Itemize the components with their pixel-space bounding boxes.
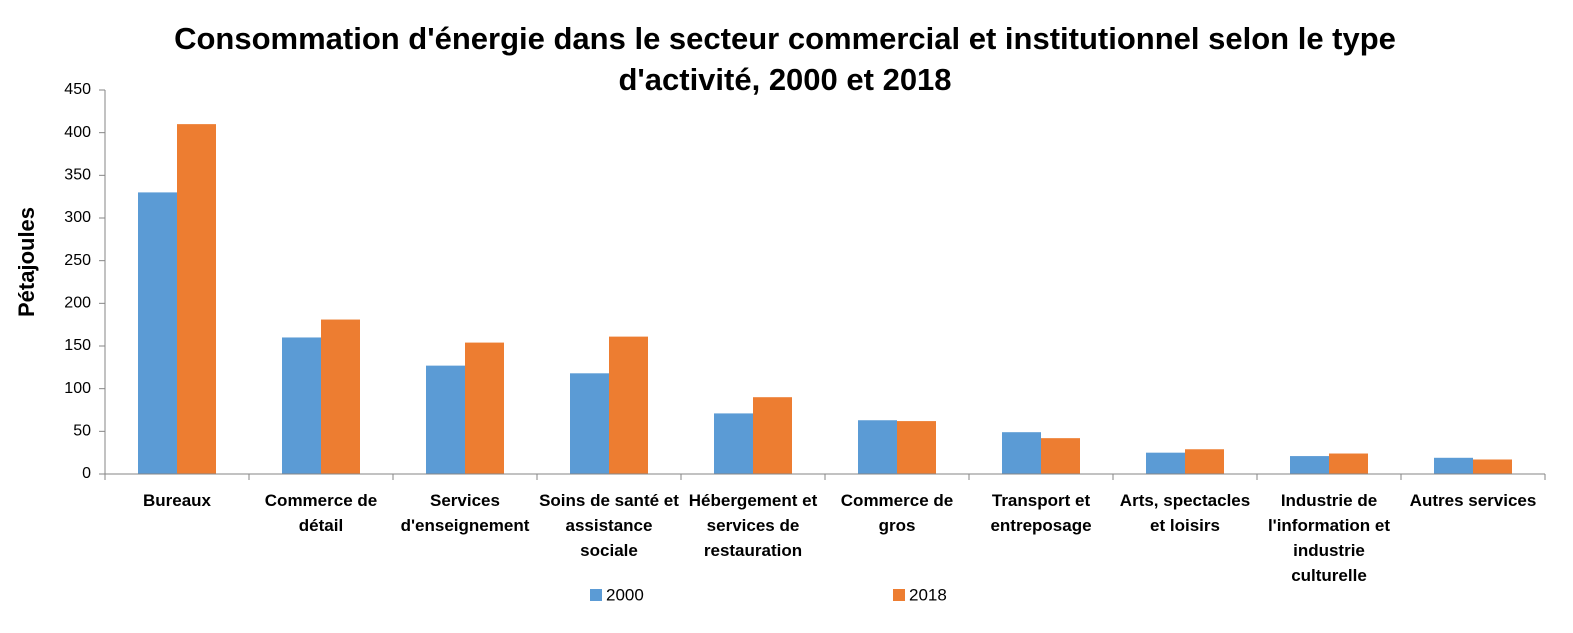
bar xyxy=(138,192,177,474)
x-tick-label: Bureaux xyxy=(142,491,212,510)
bar xyxy=(609,336,648,474)
y-tick-label: 350 xyxy=(64,167,91,184)
bar xyxy=(1290,456,1329,474)
bar xyxy=(897,421,936,474)
bar xyxy=(714,413,753,474)
bar xyxy=(426,365,465,474)
bar xyxy=(1146,452,1185,474)
y-tick-label: 200 xyxy=(64,295,91,312)
x-tick-label: Hébergement et services de restauration xyxy=(688,491,818,560)
x-tick-label: Soins de santé et assistance sociale xyxy=(539,491,679,560)
x-tick-label: Services d'enseignement xyxy=(400,491,530,535)
y-tick-label: 50 xyxy=(73,423,91,440)
bar xyxy=(321,319,360,474)
bar xyxy=(858,420,897,474)
bar xyxy=(1434,457,1473,474)
y-tick-label: 100 xyxy=(64,380,91,397)
bar xyxy=(1185,449,1224,474)
x-tick-label: Commerce de détail xyxy=(264,491,378,535)
bar xyxy=(177,124,216,474)
y-tick-label: 150 xyxy=(64,337,91,354)
x-tick-label: Autres services xyxy=(1409,491,1537,510)
bar xyxy=(1002,432,1041,474)
bar xyxy=(465,342,504,474)
x-tick-label: Transport et entreposage xyxy=(990,491,1092,535)
bar xyxy=(1041,438,1080,474)
x-tick-label: Commerce de gros xyxy=(840,491,954,535)
legend-swatch xyxy=(590,589,602,601)
bar xyxy=(1473,459,1512,474)
bar xyxy=(753,397,792,474)
y-tick-label: 300 xyxy=(64,209,91,226)
x-tick-label: Arts, spectacles et loisirs xyxy=(1119,491,1251,535)
bar xyxy=(1329,453,1368,474)
bar xyxy=(570,373,609,474)
legend-label: 2000 xyxy=(606,585,644,604)
x-tick-label: Industrie de l'information et industrie … xyxy=(1267,491,1391,585)
chart-title: Consommation d'énergie dans le secteur c… xyxy=(174,21,1396,97)
y-tick-label: 450 xyxy=(64,81,91,98)
legend-label: 2018 xyxy=(909,585,947,604)
y-tick-label: 400 xyxy=(64,124,91,141)
legend-swatch xyxy=(893,589,905,601)
y-axis-label: Pétajoules xyxy=(14,207,39,317)
y-tick-label: 0 xyxy=(82,465,91,482)
y-tick-label: 250 xyxy=(64,252,91,269)
bar xyxy=(282,337,321,474)
